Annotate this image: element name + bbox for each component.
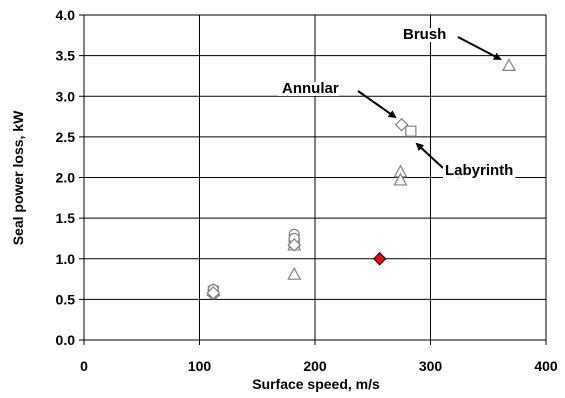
highlighted-diamond-point <box>372 252 387 266</box>
grid-lines <box>84 15 546 340</box>
annotations: Brush Annular Labyrinth <box>279 23 516 182</box>
diamond-point <box>206 286 221 300</box>
y-tick-label: 4.0 <box>56 7 76 23</box>
x-tick-label: 100 <box>188 358 212 374</box>
annotation-arrow-annular <box>357 90 397 119</box>
y-tick-label: 2.0 <box>56 170 76 186</box>
y-tick-label: 2.5 <box>56 129 76 145</box>
x-tick-label: 200 <box>303 358 327 374</box>
triangle-point <box>287 266 302 280</box>
y-tick-label: 1.5 <box>56 210 76 226</box>
axis-ticks: 0.0 0.5 1.0 1.5 2.0 2.5 3.0 3.5 4.0 0 100 200 300 400 <box>56 7 558 374</box>
y-tick-label: 0.0 <box>56 332 76 348</box>
annotation-arrow-labyrinth <box>415 142 444 169</box>
y-tick-label: 3.5 <box>56 48 76 64</box>
annotation-label-labyrinth: Labyrinth <box>445 162 513 179</box>
x-tick-label: 400 <box>534 358 558 374</box>
y-tick-label: 3.0 <box>56 88 76 104</box>
diamond-point <box>394 117 409 132</box>
diamond-point <box>287 238 302 252</box>
annotation-arrow-brush <box>457 36 502 60</box>
annotation-label-brush: Brush <box>403 26 446 43</box>
x-tick-label: 300 <box>419 358 443 374</box>
y-axis-title: Seal power loss, kW <box>10 110 26 245</box>
annotation-label-annular: Annular <box>282 80 339 97</box>
annotation-arrows <box>357 36 502 169</box>
y-tick-label: 0.5 <box>56 291 76 307</box>
x-axis-title: Surface speed, m/s <box>252 376 380 392</box>
x-tick-label: 0 <box>80 358 88 374</box>
data-points <box>206 58 517 300</box>
triangle-point <box>393 172 408 186</box>
triangle-point <box>502 58 517 71</box>
square-point <box>405 125 417 137</box>
y-tick-label: 1.0 <box>56 251 76 267</box>
